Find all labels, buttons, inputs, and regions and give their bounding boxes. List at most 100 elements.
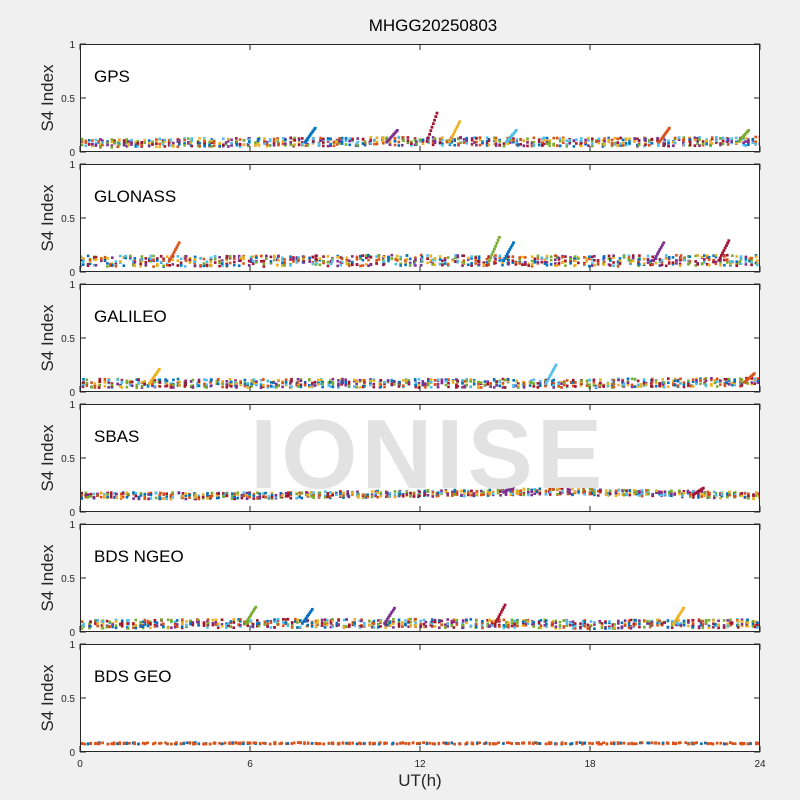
- data-point: [554, 262, 557, 265]
- data-point: [249, 257, 253, 261]
- data-point: [311, 130, 315, 133]
- data-point: [317, 378, 320, 382]
- data-point: [722, 249, 726, 252]
- data-point: [295, 492, 298, 496]
- data-point: [675, 620, 678, 623]
- y-axis-label: S4 Index: [38, 64, 57, 132]
- data-point: [714, 260, 718, 264]
- data-point: [229, 621, 233, 625]
- data-point: [489, 383, 492, 386]
- data-point: [414, 381, 418, 384]
- data-point: [532, 625, 535, 628]
- data-point: [747, 143, 750, 146]
- panel-name: GPS: [94, 67, 130, 86]
- data-point: [756, 381, 760, 384]
- data-point: [139, 262, 142, 266]
- data-point: [482, 493, 485, 496]
- data-point: [181, 622, 184, 626]
- data-point: [348, 137, 351, 140]
- data-point: [181, 618, 184, 621]
- data-point: [348, 264, 351, 267]
- data-point: [225, 383, 229, 386]
- data-point: [465, 618, 468, 622]
- data-point: [456, 260, 460, 264]
- data-point: [643, 619, 646, 622]
- data-point: [236, 493, 239, 496]
- data-point: [149, 620, 152, 624]
- data-point: [357, 492, 360, 496]
- data-point: [503, 603, 507, 607]
- data-point: [270, 495, 274, 499]
- data-point: [144, 261, 148, 264]
- data-point: [746, 618, 749, 622]
- data-point: [110, 144, 114, 147]
- data-point: [522, 487, 526, 491]
- data-point: [273, 742, 277, 746]
- data-point: [642, 380, 646, 384]
- data-point: [388, 621, 392, 625]
- data-point: [589, 620, 593, 623]
- data-point: [607, 140, 610, 144]
- data-point: [723, 378, 727, 381]
- data-point: [561, 256, 564, 259]
- data-point: [756, 621, 759, 624]
- data-point: [455, 490, 459, 493]
- data-point: [486, 492, 490, 496]
- data-point: [367, 254, 370, 257]
- data-point: [436, 385, 440, 389]
- data-point: [478, 741, 481, 744]
- data-point: [313, 382, 317, 386]
- data-point: [409, 624, 412, 627]
- data-point: [697, 619, 701, 623]
- data-point: [507, 621, 510, 624]
- data-point: [216, 624, 220, 627]
- data-point: [544, 489, 548, 493]
- data-point: [80, 263, 83, 266]
- data-point: [549, 262, 553, 266]
- data-point: [611, 627, 615, 630]
- data-point: [673, 141, 677, 144]
- data-point: [273, 258, 276, 262]
- data-point: [149, 380, 153, 383]
- data-point: [116, 382, 119, 386]
- data-point: [515, 384, 518, 388]
- data-point: [251, 625, 255, 629]
- data-point: [607, 136, 610, 140]
- data-point: [670, 489, 673, 493]
- data-point: [394, 258, 398, 261]
- data-point: [618, 261, 622, 265]
- data-point: [393, 140, 397, 143]
- data-point: [125, 741, 128, 745]
- y-tick-label: 1: [69, 400, 75, 411]
- data-point: [141, 625, 145, 628]
- data-point: [114, 624, 118, 627]
- data-point: [190, 139, 194, 142]
- data-point: [678, 262, 682, 266]
- data-point: [613, 136, 617, 140]
- data-point: [494, 742, 498, 745]
- data-point: [221, 385, 224, 389]
- data-point: [715, 136, 718, 139]
- data-point: [667, 144, 670, 148]
- data-point: [209, 260, 212, 264]
- data-point: [650, 142, 654, 145]
- data-point: [700, 495, 703, 498]
- data-point: [398, 492, 402, 496]
- data-point: [368, 741, 372, 745]
- data-point: [532, 622, 535, 626]
- data-point: [431, 136, 435, 139]
- data-point: [521, 741, 524, 745]
- data-point: [82, 381, 85, 384]
- data-point: [433, 139, 437, 143]
- data-point: [96, 624, 99, 628]
- data-point: [580, 379, 583, 383]
- data-point: [452, 132, 455, 136]
- data-point: [93, 264, 96, 267]
- data-point: [733, 380, 736, 383]
- data-point: [205, 386, 208, 389]
- data-point: [422, 622, 426, 626]
- data-point: [100, 259, 103, 263]
- data-point: [193, 264, 197, 268]
- data-point: [681, 492, 684, 496]
- data-point: [405, 493, 409, 496]
